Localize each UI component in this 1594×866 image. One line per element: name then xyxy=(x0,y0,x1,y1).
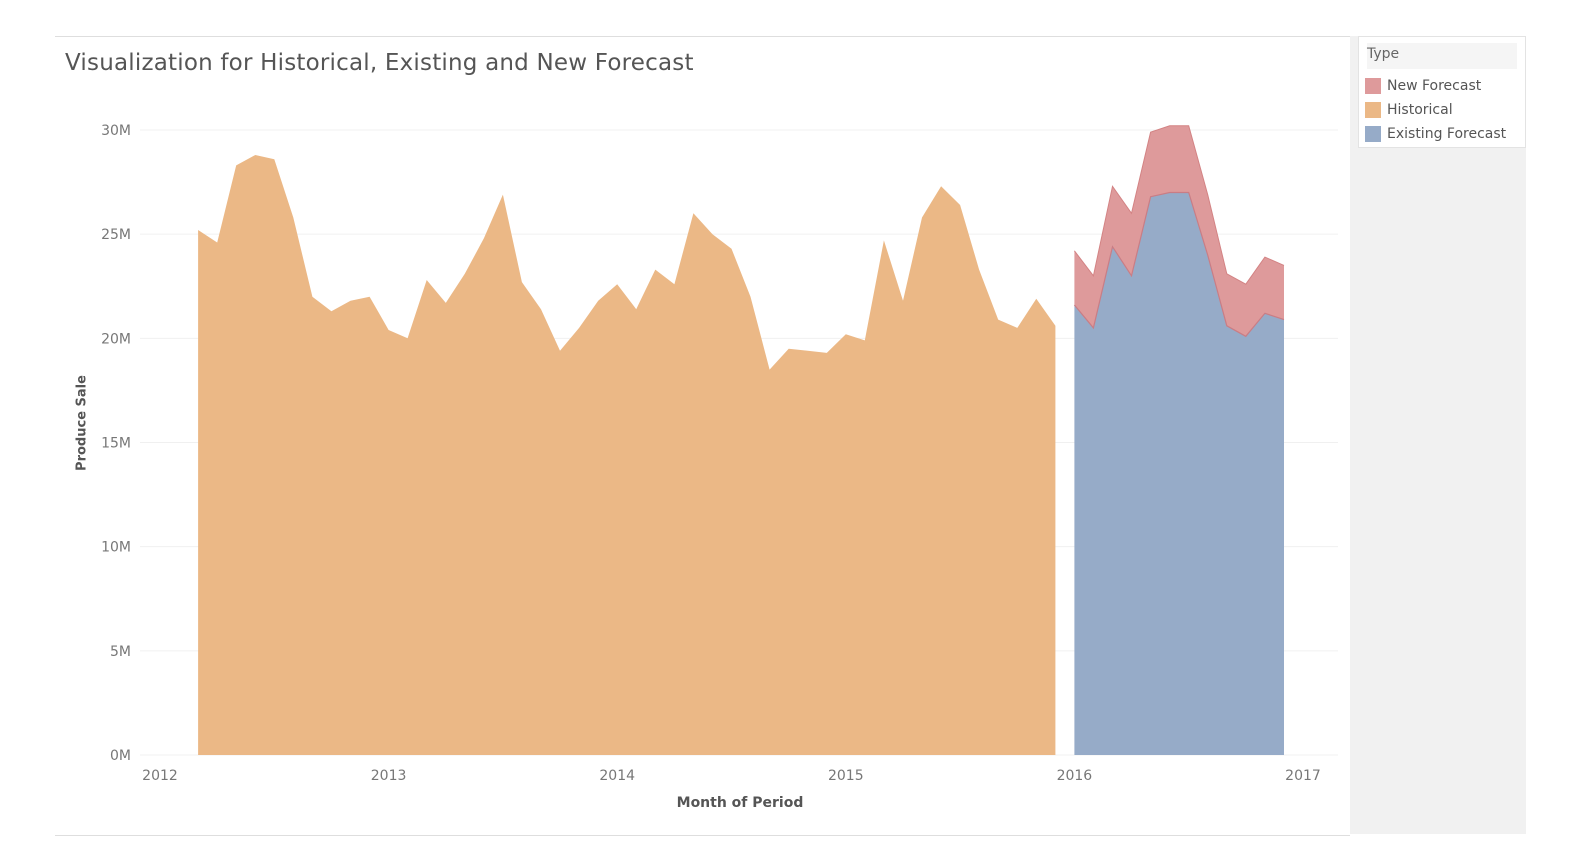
x-tick-label: 2017 xyxy=(1285,768,1321,784)
chart-frame xyxy=(55,36,1350,836)
x-axis-title: Month of Period xyxy=(676,795,804,811)
x-tick-label: 2014 xyxy=(599,768,635,784)
x-tick-label: 2016 xyxy=(1057,768,1093,784)
legend-item-new-forecast[interactable]: New Forecast xyxy=(1365,77,1525,97)
chart-title: Visualization for Historical, Existing a… xyxy=(65,50,694,76)
y-tick-label: 30M xyxy=(101,123,131,139)
y-tick-label: 10M xyxy=(101,540,131,556)
legend-label: New Forecast xyxy=(1387,78,1482,94)
y-axis-title: Produce Sale xyxy=(74,375,90,471)
y-tick-label: 25M xyxy=(101,227,131,243)
area-series xyxy=(198,125,1285,756)
y-axis-ticks: 0M 5M 10M 15M 20M 25M 30M xyxy=(101,123,131,764)
y-tick-label: 20M xyxy=(101,331,131,347)
legend-item-historical[interactable]: Historical xyxy=(1365,101,1525,121)
legend-swatch xyxy=(1365,102,1381,118)
y-tick-label: 5M xyxy=(110,644,131,660)
area-existing-forecast[interactable] xyxy=(1074,192,1284,756)
x-tick-label: 2013 xyxy=(371,768,407,784)
legend[interactable]: Type New Forecast Historical Existing Fo… xyxy=(1358,36,1526,148)
legend-title: Type xyxy=(1367,46,1400,62)
y-tick-label: 0M xyxy=(110,748,131,764)
legend-label: Existing Forecast xyxy=(1387,126,1507,142)
legend-item-existing-forecast[interactable]: Existing Forecast xyxy=(1365,125,1525,145)
x-tick-label: 2015 xyxy=(828,768,864,784)
y-tick-label: 15M xyxy=(101,436,131,452)
area-new-forecast[interactable] xyxy=(1074,125,1284,337)
legend-swatch xyxy=(1365,78,1381,94)
x-tick-label: 2012 xyxy=(142,768,178,784)
new-forecast-outline xyxy=(1074,125,1285,285)
legend-label: Historical xyxy=(1387,102,1453,118)
area-historical[interactable] xyxy=(198,155,1056,755)
existing-forecast-outline xyxy=(1073,191,1285,338)
legend-header xyxy=(1367,43,1517,69)
x-axis-ticks: 2012 2013 2014 2015 2016 2017 xyxy=(142,768,1321,784)
legend-panel xyxy=(1350,36,1526,834)
legend-swatch xyxy=(1365,126,1381,142)
